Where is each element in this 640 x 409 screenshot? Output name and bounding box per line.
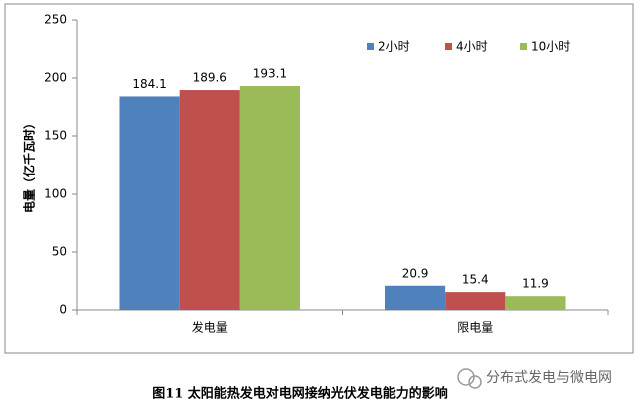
data-label: 15.4 bbox=[462, 273, 489, 287]
bar bbox=[445, 292, 506, 310]
bar bbox=[119, 96, 180, 310]
legend-swatch bbox=[520, 43, 527, 50]
legend-swatch bbox=[367, 43, 374, 50]
y-tick-label: 0 bbox=[59, 303, 67, 317]
bar bbox=[505, 296, 566, 310]
data-label: 20.9 bbox=[402, 266, 429, 280]
data-label: 189.6 bbox=[193, 71, 227, 85]
legend-label: 2小时 bbox=[378, 40, 410, 54]
bar bbox=[179, 90, 240, 311]
y-axis-label: 电量（亿千瓦时） bbox=[22, 117, 37, 213]
bar bbox=[384, 285, 446, 310]
y-tick-label: 150 bbox=[44, 129, 67, 143]
legend-swatch bbox=[445, 43, 452, 50]
bar bbox=[239, 86, 301, 310]
y-tick-label: 100 bbox=[44, 187, 67, 201]
data-label: 193.1 bbox=[253, 67, 287, 81]
watermark-icon bbox=[457, 368, 482, 389]
chart-frame bbox=[4, 3, 634, 354]
x-tick-label: 限电量 bbox=[457, 321, 493, 335]
y-tick-label: 200 bbox=[44, 71, 67, 85]
caption: 图11 太阳能热发电对电网接纳光伏发电能力的影响 bbox=[152, 386, 448, 402]
watermark: 分布式发电与微电网 bbox=[486, 370, 612, 386]
legend-label: 10小时 bbox=[531, 40, 570, 54]
y-tick-label: 250 bbox=[44, 13, 67, 27]
data-label: 11.9 bbox=[522, 277, 549, 291]
x-tick-label: 发电量 bbox=[192, 320, 228, 335]
legend-label: 4小时 bbox=[456, 40, 488, 54]
y-tick-label: 50 bbox=[52, 245, 67, 259]
data-label: 184.1 bbox=[132, 77, 166, 91]
